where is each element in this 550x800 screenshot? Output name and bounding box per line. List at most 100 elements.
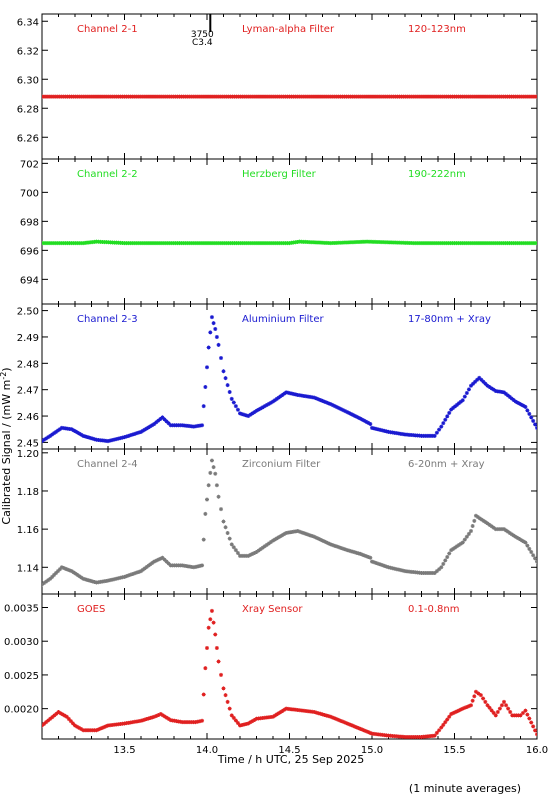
data-point — [326, 541, 331, 546]
data-point — [164, 715, 169, 720]
data-point — [272, 398, 277, 403]
data-point — [358, 551, 363, 556]
data-point — [464, 390, 469, 395]
data-point — [282, 532, 287, 537]
data-point — [499, 527, 504, 532]
data-point — [337, 545, 341, 550]
data-point — [164, 559, 169, 564]
data-point — [206, 483, 211, 488]
data-point — [505, 529, 510, 534]
data-point — [42, 437, 47, 442]
data-point — [158, 417, 163, 422]
data-point — [432, 433, 437, 438]
data-point — [116, 722, 121, 727]
data-point — [152, 559, 157, 564]
data-point — [81, 433, 86, 438]
data-point — [470, 523, 475, 528]
data-point — [512, 713, 517, 718]
data-point — [268, 714, 273, 719]
y-tick-label: 6.32 — [17, 46, 39, 57]
data-point — [376, 732, 381, 737]
y-tick-label: 0.0030 — [4, 637, 39, 648]
data-point — [271, 538, 275, 543]
data-point — [272, 713, 277, 718]
data-point — [225, 530, 230, 535]
data-point — [211, 321, 216, 326]
data-point — [140, 567, 145, 572]
data-point — [409, 569, 414, 574]
data-point — [324, 400, 329, 405]
data-point — [55, 428, 60, 433]
data-point — [148, 424, 153, 429]
data-point — [316, 711, 321, 716]
data-point — [523, 540, 528, 545]
data-point — [242, 722, 247, 727]
data-point — [502, 390, 506, 395]
data-point — [396, 431, 401, 436]
data-point — [314, 396, 319, 401]
data-point — [64, 714, 69, 719]
data-point — [191, 424, 196, 429]
data-point — [71, 570, 76, 575]
data-point — [50, 574, 55, 579]
data-point — [388, 733, 393, 738]
y-tick-label: 2.46 — [17, 412, 39, 423]
data-point — [378, 427, 383, 432]
data-point — [466, 531, 471, 536]
y-tick-label: 6.30 — [17, 75, 39, 86]
data-point — [219, 672, 224, 677]
data-point — [258, 716, 263, 721]
data-point — [46, 578, 51, 583]
y-tick-label: 696 — [20, 246, 39, 257]
data-point — [295, 392, 300, 397]
x-tick-label: 13.5 — [113, 745, 135, 756]
data-point — [248, 412, 253, 417]
data-point — [445, 554, 450, 559]
data-point — [154, 420, 159, 425]
data-point — [349, 723, 354, 728]
data-point — [380, 732, 385, 737]
data-point — [71, 428, 76, 433]
data-point — [364, 419, 369, 424]
data-point — [308, 533, 313, 538]
band-label: 190-222nm — [408, 169, 466, 180]
data-point — [272, 537, 277, 542]
data-point — [148, 562, 153, 567]
y-tick-label: 2.45 — [17, 438, 39, 449]
data-point — [162, 714, 167, 719]
data-point — [136, 569, 141, 574]
data-point — [140, 718, 145, 723]
y-tick-label: 700 — [20, 188, 39, 199]
data-point — [197, 563, 202, 568]
data-point — [417, 570, 422, 575]
data-point — [150, 560, 155, 565]
data-point — [301, 531, 306, 536]
filter-label: Zirconium Filter — [242, 459, 321, 470]
data-point — [475, 515, 480, 520]
data-point — [368, 421, 373, 426]
data-point — [132, 571, 137, 576]
data-point — [485, 703, 490, 708]
data-point — [339, 545, 344, 550]
data-point — [195, 719, 200, 724]
data-point — [50, 432, 55, 437]
data-point — [477, 516, 482, 521]
data-point — [75, 430, 80, 435]
data-point — [411, 433, 416, 438]
data-point — [209, 608, 214, 613]
data-point — [264, 715, 269, 720]
data-point — [364, 729, 369, 734]
data-point — [352, 550, 357, 555]
panel-3: 2.45 2.46 2.47 2.48 2.49 2.50 Channel 2-3 Alumi… — [17, 303, 538, 450]
data-point — [44, 720, 49, 725]
data-point — [73, 429, 78, 434]
data-point — [336, 240, 341, 245]
data-point — [46, 718, 51, 723]
data-point — [451, 405, 456, 410]
y-tick-label: 1.20 — [17, 449, 39, 460]
data-point — [108, 723, 113, 728]
data-point — [328, 402, 333, 407]
channel-label: GOES — [77, 604, 105, 615]
data-point — [527, 546, 532, 551]
data-point — [523, 404, 528, 409]
